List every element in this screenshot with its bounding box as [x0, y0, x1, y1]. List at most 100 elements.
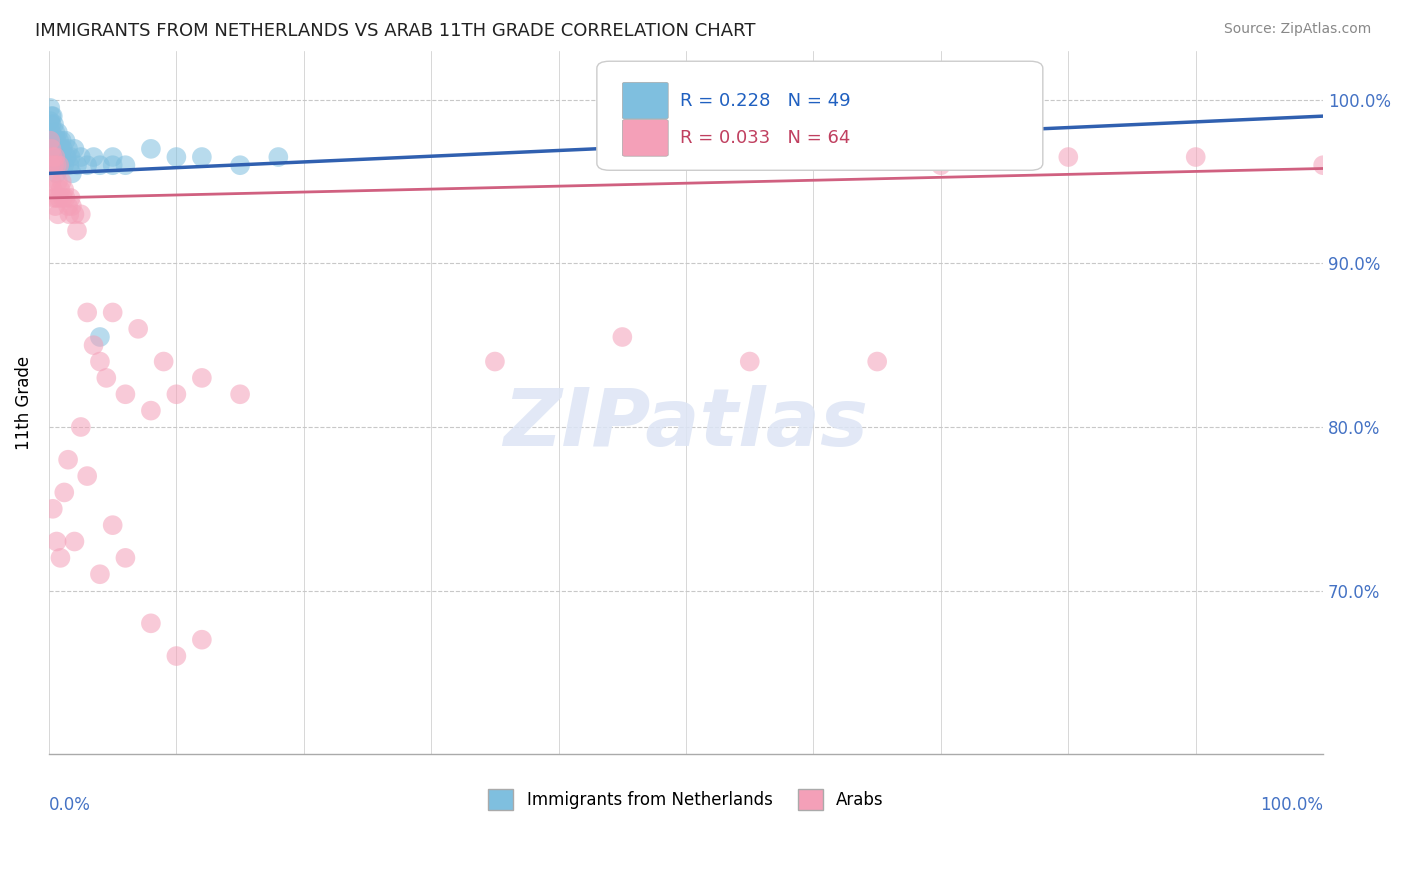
Point: [39, 114, 62, 128]
Point: [139, 403, 162, 417]
Point: [191, 371, 214, 385]
Point: [139, 142, 162, 156]
Point: [49, 550, 72, 565]
Point: [41, 126, 63, 140]
Text: 100.0%: 100.0%: [1260, 797, 1323, 814]
Point: [738, 354, 761, 368]
Point: [42, 150, 65, 164]
Point: [165, 150, 187, 164]
Text: R = 0.228   N = 49: R = 0.228 N = 49: [679, 92, 851, 110]
Point: [69, 420, 91, 434]
Point: [58, 158, 80, 172]
Point: [46, 126, 69, 140]
Point: [63, 142, 86, 156]
Point: [42, 158, 65, 172]
Point: [45, 150, 67, 164]
Point: [48, 191, 70, 205]
Point: [267, 150, 290, 164]
Point: [484, 354, 506, 368]
Point: [56, 150, 79, 164]
Point: [46, 175, 69, 189]
Point: [89, 158, 111, 172]
Point: [39, 134, 62, 148]
Point: [69, 207, 91, 221]
Point: [42, 134, 65, 148]
Point: [42, 134, 65, 148]
Point: [191, 632, 214, 647]
Point: [52, 142, 75, 156]
Point: [56, 142, 79, 156]
Point: [42, 142, 65, 156]
Text: IMMIGRANTS FROM NETHERLANDS VS ARAB 11TH GRADE CORRELATION CHART: IMMIGRANTS FROM NETHERLANDS VS ARAB 11TH…: [35, 22, 755, 40]
Point: [45, 534, 67, 549]
Point: [127, 322, 149, 336]
Point: [66, 224, 89, 238]
Point: [66, 158, 89, 172]
Point: [229, 387, 252, 401]
Point: [41, 142, 63, 156]
Point: [45, 134, 67, 148]
Point: [152, 354, 174, 368]
Point: [41, 175, 63, 189]
Point: [69, 150, 91, 164]
FancyBboxPatch shape: [623, 82, 668, 119]
Point: [51, 150, 73, 164]
Point: [83, 150, 105, 164]
Point: [55, 191, 77, 205]
Point: [44, 126, 66, 140]
Point: [42, 191, 65, 205]
Point: [89, 567, 111, 582]
Point: [101, 158, 124, 172]
Point: [41, 117, 63, 131]
Point: [675, 150, 697, 164]
Point: [42, 501, 65, 516]
Point: [55, 134, 77, 148]
Point: [165, 387, 187, 401]
Point: [39, 158, 62, 172]
Point: [229, 158, 252, 172]
FancyBboxPatch shape: [598, 62, 1043, 170]
Point: [42, 109, 65, 123]
Point: [45, 158, 67, 172]
Point: [49, 142, 72, 156]
Point: [44, 199, 66, 213]
Point: [63, 207, 86, 221]
Point: [114, 158, 136, 172]
Point: [139, 616, 162, 631]
Point: [51, 134, 73, 148]
Point: [44, 158, 66, 172]
Point: [191, 150, 214, 164]
Point: [41, 109, 63, 123]
Point: [1057, 150, 1080, 164]
Point: [52, 191, 75, 205]
Point: [612, 330, 634, 344]
Point: [59, 191, 82, 205]
Point: [53, 485, 76, 500]
Text: 0.0%: 0.0%: [49, 797, 91, 814]
Point: [45, 166, 67, 180]
Point: [42, 183, 65, 197]
FancyBboxPatch shape: [623, 120, 668, 156]
Point: [101, 518, 124, 533]
Point: [42, 150, 65, 164]
Point: [44, 142, 66, 156]
Point: [1184, 150, 1206, 164]
Legend: Immigrants from Netherlands, Arabs: Immigrants from Netherlands, Arabs: [482, 782, 890, 816]
Point: [1312, 158, 1334, 172]
Point: [60, 166, 83, 180]
Point: [59, 150, 82, 164]
Point: [929, 158, 952, 172]
Point: [53, 158, 76, 172]
Point: [39, 101, 62, 115]
Point: [76, 469, 98, 483]
Point: [101, 150, 124, 164]
Point: [89, 354, 111, 368]
Point: [89, 330, 111, 344]
Point: [48, 158, 70, 172]
Point: [866, 354, 889, 368]
Point: [46, 142, 69, 156]
Point: [45, 191, 67, 205]
Point: [46, 207, 69, 221]
Text: R = 0.033   N = 64: R = 0.033 N = 64: [679, 129, 851, 147]
Point: [63, 534, 86, 549]
